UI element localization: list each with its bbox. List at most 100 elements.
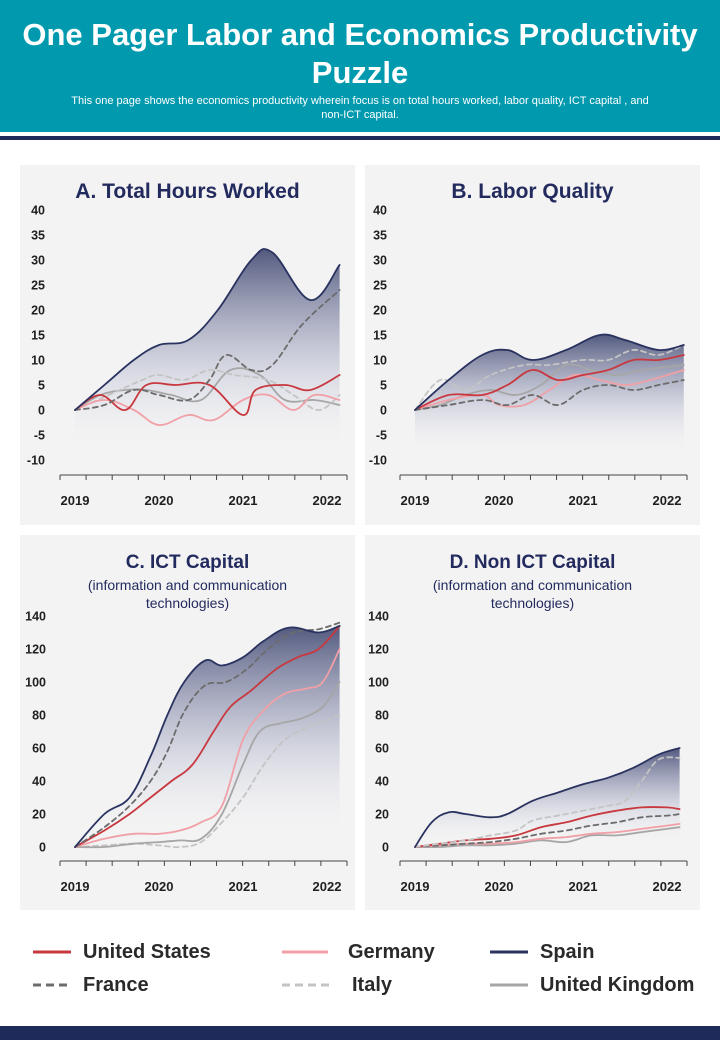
- series-line-spain: [74, 625, 341, 848]
- y-tick-label: 35: [373, 229, 387, 243]
- chart-panel-ict-capital: C. ICT Capital (information and communic…: [20, 535, 355, 910]
- series-line-united-states: [414, 354, 685, 411]
- y-tick-label: 15: [31, 329, 45, 343]
- y-tick-label: 30: [31, 254, 45, 268]
- legend-label: Spain: [540, 941, 595, 963]
- legend-label: Germany: [348, 941, 435, 963]
- chart-legend: United States Germany Spain France Italy…: [0, 935, 720, 1005]
- header-divider: [0, 136, 720, 140]
- x-tick-label: 2019: [61, 879, 90, 894]
- series-line-france: [74, 621, 341, 848]
- y-tick-label: 25: [31, 279, 45, 293]
- series-line-italy: [414, 756, 681, 848]
- chart-subtitle: (information and communication technolog…: [87, 577, 288, 611]
- y-tick-label: 100: [25, 676, 46, 690]
- y-tick-label: 0: [38, 404, 45, 418]
- series-line-italy: [74, 368, 341, 411]
- y-tick-label: 40: [32, 775, 46, 789]
- x-tick-label: 2021: [229, 879, 258, 894]
- y-tick-label: 15: [373, 329, 387, 343]
- series-line-spain: [414, 333, 685, 411]
- series-line-united-states: [74, 625, 341, 848]
- x-tick-label: 2020: [485, 493, 514, 508]
- legend-label: United States: [83, 941, 211, 963]
- series-line-france: [414, 379, 685, 411]
- y-tick-label: 40: [373, 204, 387, 218]
- legend-swatch: [33, 983, 71, 987]
- chart-panel-total-hours: A. Total Hours Worked -10 -5 0 5 10 15 20 25 30 3…: [20, 165, 355, 525]
- y-tick-label: 5: [380, 379, 387, 393]
- series-line-united-kingdom: [74, 681, 341, 849]
- area-fill-spain: [415, 334, 684, 460]
- series-line-united-kingdom: [414, 826, 681, 849]
- series-line-italy: [414, 344, 685, 411]
- y-tick-label: 40: [375, 775, 389, 789]
- series-line-spain: [74, 248, 341, 411]
- y-tick-label: 20: [373, 304, 387, 318]
- legend-swatch: [490, 950, 528, 954]
- y-tick-label: 120: [368, 643, 389, 657]
- series-line-united-states: [74, 374, 341, 416]
- x-tick-label: 2020: [485, 879, 514, 894]
- x-tick-label: 2021: [569, 879, 598, 894]
- area-fill-spain: [75, 625, 340, 847]
- chart-title: D. Non ICT Capital: [449, 552, 616, 573]
- chart-plot: -10 -5 0 5 10 15 20 25 30 35 40 2019 2020 2021 2022: [27, 204, 348, 508]
- y-tick-label: 20: [375, 808, 389, 822]
- legend-label: Italy: [352, 974, 393, 996]
- y-tick-label: -5: [376, 429, 387, 443]
- series-line-france: [74, 289, 341, 411]
- y-tick-label: 10: [31, 354, 45, 368]
- y-tick-label: 60: [375, 742, 389, 756]
- y-tick-label: -10: [369, 454, 387, 468]
- y-tick-label: 0: [39, 841, 46, 855]
- y-tick-label: 10: [373, 354, 387, 368]
- x-tick-label: 2019: [61, 493, 90, 508]
- chart-plot: 0 20 40 60 80 100 120 140 2019 2020 2021 2022: [368, 610, 688, 894]
- chart-panel-labor-quality: B. Labor Quality -10 -5 0 5 10 15 20 25 30 35 40 20…: [365, 165, 700, 525]
- x-tick-label: 2022: [313, 493, 342, 508]
- y-tick-label: 140: [368, 610, 389, 624]
- y-tick-label: 120: [25, 643, 46, 657]
- x-tick-label: 2021: [229, 493, 258, 508]
- chart-title: B. Labor Quality: [451, 180, 614, 203]
- y-tick-label: -10: [27, 454, 45, 468]
- header-banner: One Pager Labor and Economics Productivi…: [0, 0, 720, 132]
- series-line-france: [414, 813, 681, 848]
- chart-panel-non-ict-capital: D. Non ICT Capital (information and comm…: [365, 535, 700, 910]
- y-tick-label: 35: [31, 229, 45, 243]
- x-tick-label: 2020: [145, 879, 174, 894]
- legend-swatch: [282, 983, 330, 987]
- legend-swatch: [33, 950, 71, 954]
- y-tick-label: 25: [373, 279, 387, 293]
- y-tick-label: 100: [368, 676, 389, 690]
- footer-bar: [0, 1026, 720, 1040]
- chart-subtitle: (information and communication technolog…: [432, 577, 633, 611]
- legend-swatch: [282, 950, 328, 954]
- y-tick-label: 80: [32, 709, 46, 723]
- page-title: One Pager Labor and Economics Productivi…: [22, 17, 698, 90]
- y-tick-label: 30: [373, 254, 387, 268]
- y-tick-label: 80: [375, 709, 389, 723]
- x-tick-label: 2021: [569, 493, 598, 508]
- y-tick-label: 60: [32, 742, 46, 756]
- x-tick-label: 2019: [401, 879, 430, 894]
- chart-title: C. ICT Capital: [125, 552, 250, 573]
- legend-swatch: [490, 983, 528, 987]
- chart-plot: -10 -5 0 5 10 15 20 25 30 35 40 2019 2020 2021 2022: [369, 204, 688, 508]
- y-tick-label: 5: [38, 379, 45, 393]
- area-fill-spain: [75, 248, 340, 460]
- y-tick-label: 40: [31, 204, 45, 218]
- series-line-germany: [74, 648, 341, 848]
- y-tick-label: 140: [25, 610, 46, 624]
- x-tick-label: 2020: [145, 493, 174, 508]
- y-tick-label: 20: [31, 304, 45, 318]
- x-tick-label: 2022: [653, 879, 682, 894]
- series-line-germany: [74, 393, 341, 426]
- y-tick-label: 0: [382, 841, 389, 855]
- page-subtitle: This one page shows the economics produc…: [71, 95, 649, 121]
- x-tick-label: 2019: [401, 493, 430, 508]
- legend-label: United Kingdom: [540, 974, 695, 996]
- y-tick-label: 0: [380, 404, 387, 418]
- series-line-spain: [414, 747, 681, 848]
